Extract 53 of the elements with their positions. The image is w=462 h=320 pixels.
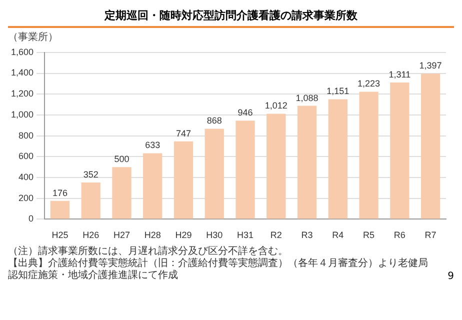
data-label: 500 xyxy=(114,154,130,164)
y-tick-label: 800 xyxy=(18,130,34,140)
data-label: 352 xyxy=(83,169,98,180)
y-tick-label: 1,400 xyxy=(10,68,34,78)
y-tick-label: 1,200 xyxy=(10,88,34,99)
bar xyxy=(359,92,378,219)
text: 9 xyxy=(448,271,454,282)
data-label: 1,151 xyxy=(326,86,350,96)
text: 【出典】介護給付費等実態統計（旧：介護給付費等実態調査）（各年４月審査分）より老健局認知症施策・地域介護推進課にて作成 xyxy=(8,258,428,282)
y-tick-label: 600 xyxy=(18,151,34,162)
bar xyxy=(420,74,440,219)
bar xyxy=(50,200,70,219)
x-tick-label: R3 xyxy=(301,230,313,240)
x-tick-label: R6 xyxy=(394,230,406,240)
data-label: 1,311 xyxy=(388,70,411,80)
text: （注）請求事業所数には、月遅れ請求分及び区分不詳を含む。 xyxy=(8,246,289,258)
data-label: 633 xyxy=(145,140,160,150)
x-tick-label: R7 xyxy=(424,230,436,240)
y-tick-label: 0 xyxy=(28,214,34,224)
y-tick-label: 200 xyxy=(18,192,34,203)
data-label: 868 xyxy=(206,116,222,126)
x-tick-label: R5 xyxy=(363,230,375,240)
x-tick-label: H25 xyxy=(52,230,68,240)
y-tick-label: 400 xyxy=(18,172,34,182)
data-label: 1,397 xyxy=(419,60,442,71)
bar xyxy=(390,82,410,219)
data-label: 1,088 xyxy=(296,92,318,103)
y-axis-title: （事業所） xyxy=(8,30,59,44)
x-tick-label: H31 xyxy=(237,230,254,240)
x-tick-label: H28 xyxy=(144,230,161,240)
bar xyxy=(236,120,255,219)
data-label: 946 xyxy=(238,108,253,118)
x-tick-label: H30 xyxy=(206,230,223,240)
bar xyxy=(143,153,162,219)
x-tick-label: R2 xyxy=(270,230,282,240)
bar xyxy=(204,128,224,219)
data-label: 1,012 xyxy=(264,100,288,111)
data-label: 747 xyxy=(176,128,192,138)
bar xyxy=(297,106,317,219)
x-tick-label: H29 xyxy=(175,230,192,240)
y-tick-label: 1,000 xyxy=(10,109,34,120)
bar xyxy=(174,141,194,219)
x-tick-label: R4 xyxy=(332,230,344,240)
y-tick-label: 1,600 xyxy=(10,46,34,57)
chart-title: 定期巡回・随時対応型訪問介護看護の請求事業所数 xyxy=(8,8,454,28)
bar xyxy=(328,99,348,219)
x-tick-label: H26 xyxy=(82,230,100,240)
bar xyxy=(112,167,132,219)
data-label: 176 xyxy=(52,188,68,198)
bar xyxy=(266,114,286,219)
bar xyxy=(81,182,100,219)
x-tick-label: H27 xyxy=(113,230,130,240)
data-label: 1,223 xyxy=(358,78,380,89)
